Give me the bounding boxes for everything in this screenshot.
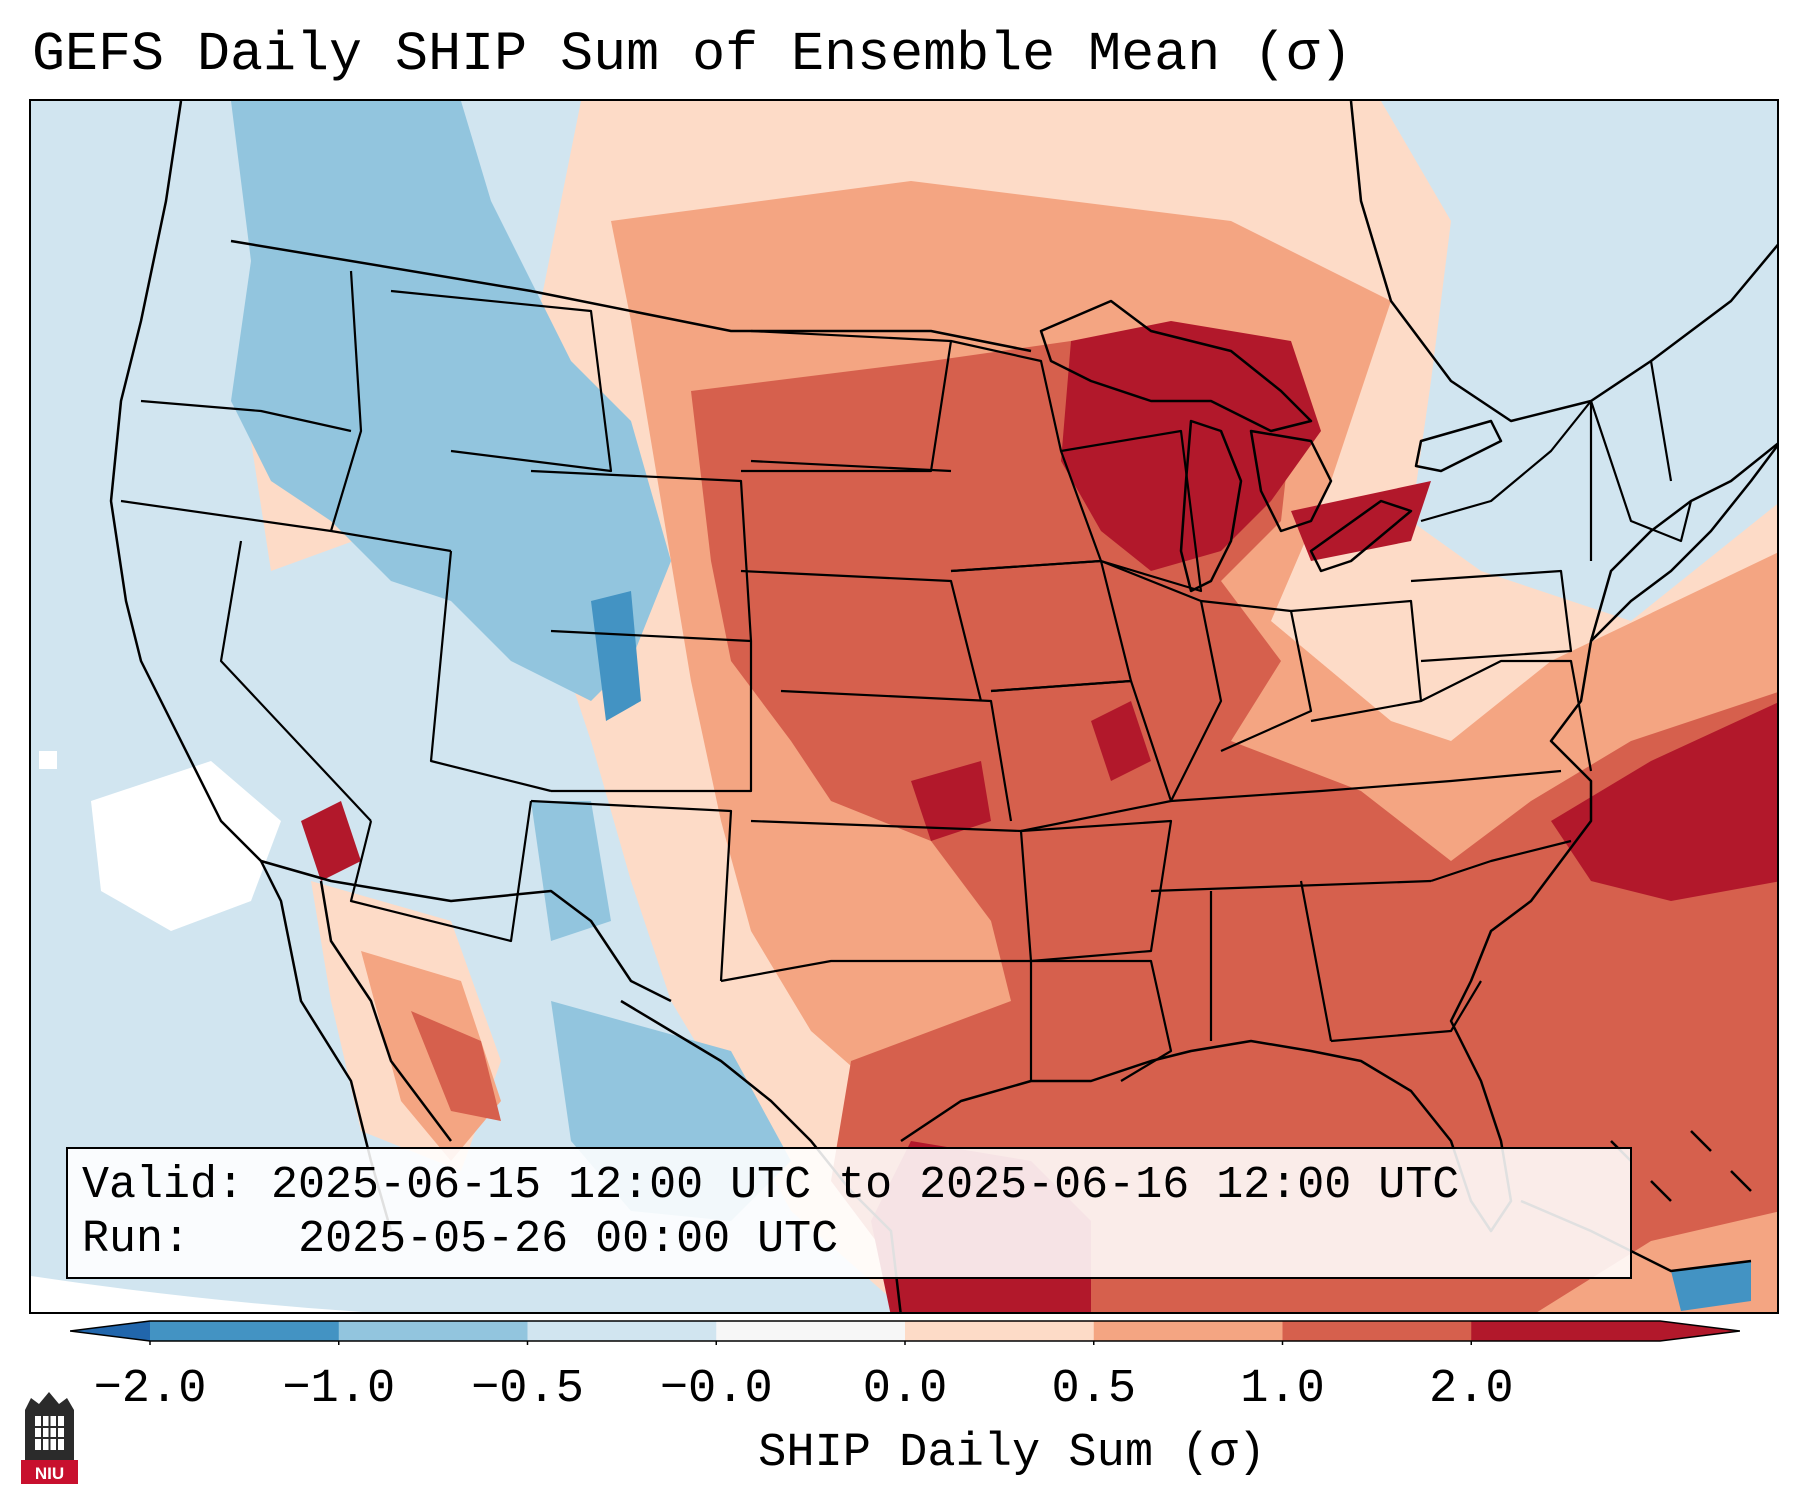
- canada-interior: [1349, 101, 1777, 423]
- colorbar-tick-label: −0.5: [471, 1363, 584, 1416]
- new-england-boundary: [1589, 400, 1693, 543]
- ks-boundary: [780, 689, 1013, 822]
- niu-logo-text: NIU: [35, 1464, 64, 1483]
- outside-domain-corner: [31, 1276, 363, 1312]
- pa-boundary: [1410, 569, 1573, 663]
- colorbar-segment: [1471, 1321, 1661, 1341]
- baja-coast: [319, 880, 452, 1142]
- colorbar-extend-low: [70, 1321, 150, 1341]
- id-boundary: [329, 270, 452, 553]
- ky-tn-boundary: [1170, 769, 1562, 803]
- lake-superior: [1039, 299, 1313, 433]
- nd-sd-boundary: [750, 459, 952, 473]
- valid-line: Valid: 2025-06-15 12:00 UTC to 2025-06-1…: [82, 1159, 1616, 1213]
- colorbar: [70, 1320, 1740, 1345]
- chart-title: GEFS Daily SHIP Sum of Ensemble Mean (σ): [32, 23, 1353, 86]
- colorbar-extend-high: [1660, 1321, 1740, 1341]
- niu-logo-grid-lines: [35, 1416, 64, 1450]
- az-boundary: [349, 800, 533, 943]
- extreme-positive-atlantic: [1551, 702, 1777, 901]
- pacific-coastline: [109, 101, 393, 1232]
- mt-wy-boundary: [390, 289, 613, 473]
- lake-huron: [1249, 429, 1333, 533]
- extreme-positive-great-lakes: [1061, 321, 1321, 571]
- colorbar-segment: [1093, 1321, 1283, 1341]
- strong-negative-colorado: [591, 591, 641, 721]
- neutral-pacific-patch: [91, 761, 281, 931]
- colorbar-segment: [905, 1321, 1095, 1341]
- colorbar-tick-label: 1.0: [1240, 1363, 1325, 1416]
- northeast-coast: [1589, 442, 1777, 642]
- negative-new-mexico: [531, 801, 611, 941]
- run-label: Run:: [82, 1214, 191, 1265]
- tn-south-boundary: [1150, 879, 1432, 893]
- lake-ontario: [1414, 419, 1503, 473]
- oh-boundary: [1290, 599, 1423, 723]
- colorbar-label: SHIP Daily Sum (σ): [758, 1427, 1266, 1480]
- tx-boundary: [720, 959, 1033, 1081]
- great-lakes: [1039, 299, 1503, 593]
- map-panel[interactable]: [29, 99, 1779, 1314]
- nm-boundary: [530, 799, 733, 982]
- valid-run-info-box: Valid: 2025-06-15 12:00 UTC to 2025-06-1…: [66, 1147, 1632, 1279]
- co-boundary: [550, 629, 753, 793]
- extreme-positive-plains: [911, 761, 991, 841]
- in-oh-boundary: [1200, 599, 1313, 753]
- extreme-positive-midwest: [1091, 701, 1151, 781]
- lake-michigan: [1179, 419, 1243, 593]
- ne-boundary: [740, 569, 983, 702]
- ny-boundary: [1420, 399, 1593, 561]
- lake-erie: [1309, 499, 1413, 573]
- colorbar-tick-label: −1.0: [282, 1363, 396, 1416]
- strong-negative-cuba: [1671, 1261, 1751, 1311]
- valid-value: 2025-06-15 12:00 UTC to 2025-06-16 12:00…: [271, 1160, 1460, 1211]
- strong-positive-region: [691, 341, 1777, 1312]
- colorbar-tick-label: 0.0: [862, 1363, 948, 1416]
- colorbar-segment: [1282, 1321, 1472, 1341]
- ar-boundary: [1020, 819, 1173, 963]
- niu-logo: NIU: [21, 1392, 78, 1484]
- sc-nc-boundary: [1430, 839, 1572, 883]
- colorbar-segment: [150, 1321, 340, 1341]
- colorbar-tick-label: 0.5: [1051, 1363, 1137, 1416]
- colorbar-segment: [527, 1321, 717, 1341]
- ship-field-map: [31, 101, 1777, 1312]
- extreme-positive-socal: [301, 801, 361, 881]
- coastlines: [109, 101, 1777, 1312]
- colorbar-tick-label: −2.0: [93, 1363, 207, 1416]
- il-boundary: [1100, 559, 1223, 802]
- colorbar-tick-label: 2.0: [1428, 1363, 1514, 1416]
- dakotas-boundary: [741, 329, 953, 473]
- la-ms-boundary: [1031, 959, 1173, 1082]
- or-ca-boundary: [120, 499, 332, 533]
- colorbar-segment: [716, 1321, 906, 1341]
- valid-label: Valid:: [82, 1160, 245, 1211]
- run-line: Run: 2025-05-26 00:00 UTC: [82, 1213, 1616, 1267]
- wa-or-boundary: [140, 399, 352, 433]
- colorbar-tick-label: −0.0: [659, 1363, 773, 1416]
- colorbar-outline: [70, 1320, 1740, 1342]
- ut-boundary: [429, 550, 552, 793]
- state-boundaries: [120, 270, 1693, 1082]
- wy-boundary: [530, 469, 753, 642]
- run-value: 2025-05-26 00:00 UTC: [298, 1214, 839, 1265]
- mexico-us-border: [260, 859, 672, 1003]
- negative-region: [231, 101, 671, 701]
- colorbar-segment: [338, 1321, 528, 1341]
- me-boundary: [1649, 360, 1673, 482]
- wi-boundary: [1060, 429, 1203, 593]
- nv-boundary: [219, 540, 372, 822]
- mo-boundary: [990, 679, 1173, 833]
- strong-positive-baja: [411, 1011, 501, 1121]
- va-boundary: [1420, 659, 1593, 772]
- canada-us-border: [230, 239, 1032, 353]
- niu-logo-badge: [21, 1460, 78, 1484]
- al-ga-boundary: [1299, 880, 1333, 1042]
- neutral-small-patch: [39, 751, 57, 769]
- ga-fl-boundary: [1330, 980, 1482, 1043]
